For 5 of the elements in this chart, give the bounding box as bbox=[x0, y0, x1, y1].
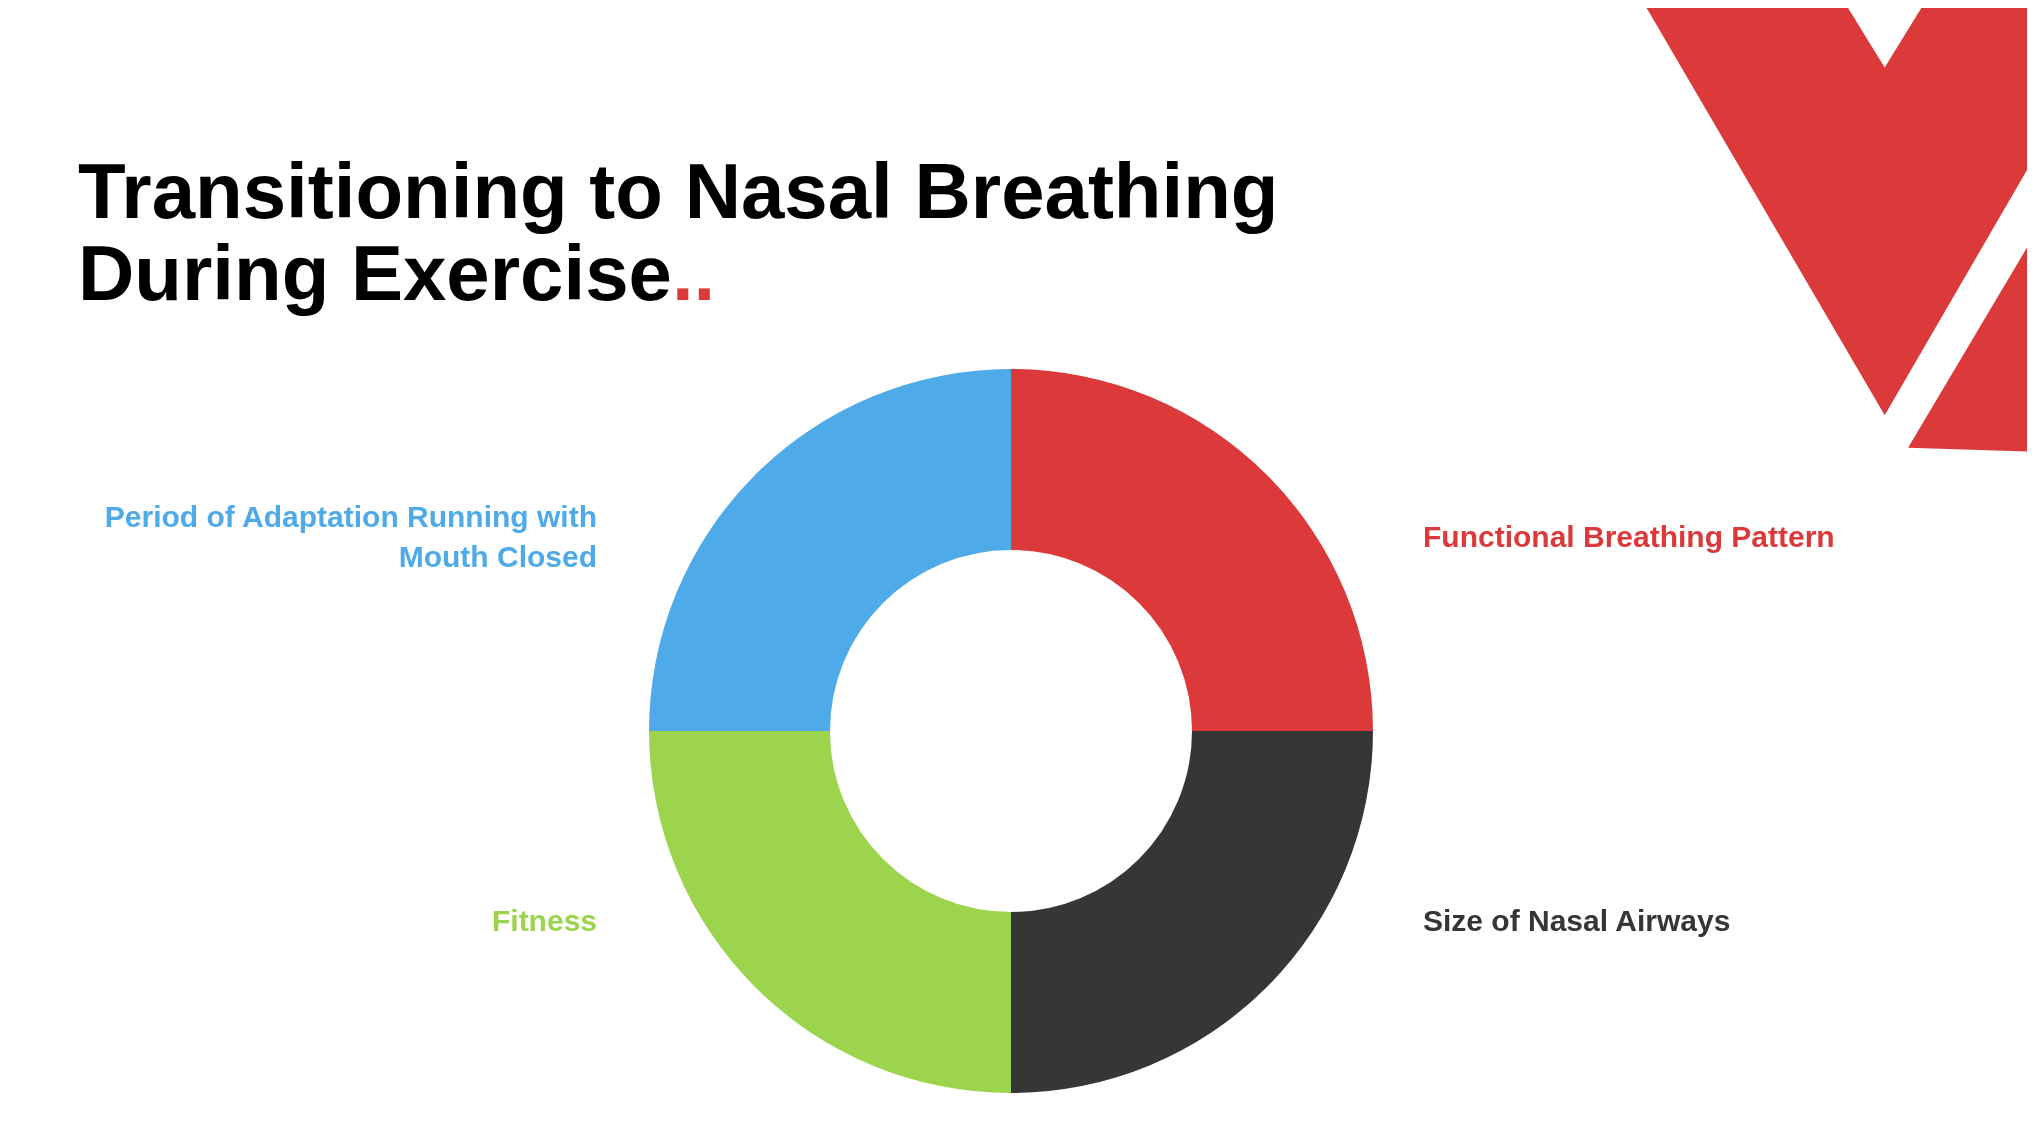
chart-title: Transitioning to Nasal Breathing During Exercise.. bbox=[78, 147, 1279, 317]
slice-label: Functional Breathing Pattern bbox=[1423, 520, 1835, 554]
slice-label: Size of Nasal Airways bbox=[1423, 904, 1731, 938]
slice-label: Fitness bbox=[491, 904, 597, 938]
slice-label: Period of Adaptation Running with Mouth Closed bbox=[104, 500, 597, 574]
